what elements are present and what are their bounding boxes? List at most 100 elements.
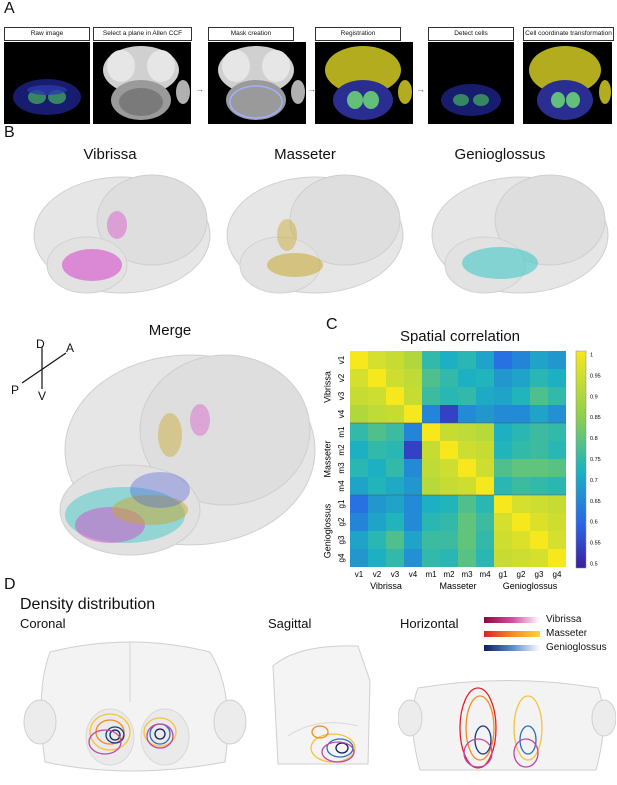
heatmap-cell-m4-v2 bbox=[368, 477, 386, 495]
heatmap-cell-m4-g2 bbox=[512, 477, 530, 495]
heatmap-cell-g2-v3 bbox=[386, 513, 404, 531]
orientation-v: V bbox=[38, 389, 47, 403]
heatmap-cell-v2-m1 bbox=[422, 369, 440, 387]
title-genioglossus: Genioglossus bbox=[454, 146, 546, 163]
heatmap-col-label: m3 bbox=[461, 570, 473, 579]
heatmap-cell-m3-m4 bbox=[476, 459, 494, 477]
view-horizontal: Horizontal bbox=[400, 616, 459, 631]
heatmap-cell-m3-g1 bbox=[494, 459, 512, 477]
heatmap-cell-g1-g3 bbox=[530, 495, 548, 513]
raw-image-thumbnail bbox=[4, 42, 90, 124]
heatmap-cell-g3-m3 bbox=[458, 531, 476, 549]
heatmap-row-label: m4 bbox=[337, 480, 346, 492]
heatmap-row-label: m1 bbox=[337, 426, 346, 438]
heatmap-cell-m2-m1 bbox=[422, 441, 440, 459]
legend-genioglossus: Genioglossus bbox=[546, 642, 607, 653]
heatmap-cell-g2-m3 bbox=[458, 513, 476, 531]
heatmap-cell-v4-m2 bbox=[440, 405, 458, 423]
heatmap-cell-g4-g4 bbox=[548, 549, 566, 567]
heatmap-cell-g2-v1 bbox=[350, 513, 368, 531]
heatmap-cell-m3-g3 bbox=[530, 459, 548, 477]
heatmap-cell-g2-m1 bbox=[422, 513, 440, 531]
heatmap-cell-g2-g4 bbox=[548, 513, 566, 531]
panel-c-letter: C bbox=[326, 316, 338, 333]
heatmap-cell-m2-m4 bbox=[476, 441, 494, 459]
heatmap-col-label: m4 bbox=[479, 570, 491, 579]
colorbar-tick-label: 0.85 bbox=[590, 415, 601, 421]
heatmap-row-group-label: Genioglossus bbox=[322, 503, 332, 558]
heatmap-cell-g3-g3 bbox=[530, 531, 548, 549]
heatmap-cell-v2-v1 bbox=[350, 369, 368, 387]
heatmap-cell-v3-g2 bbox=[512, 387, 530, 405]
heatmap-cell-m4-m2 bbox=[440, 477, 458, 495]
heatmap-cell-g2-m4 bbox=[476, 513, 494, 531]
heatmap-cell-g4-v4 bbox=[404, 549, 422, 567]
heatmap-cell-m2-g3 bbox=[530, 441, 548, 459]
heatmap-cell-v2-v3 bbox=[386, 369, 404, 387]
allen-ccf-thumbnail bbox=[93, 42, 191, 124]
heatmap-cell-v4-v3 bbox=[386, 405, 404, 423]
heatmap-cell-v3-v2 bbox=[368, 387, 386, 405]
heatmap-cell-m1-v1 bbox=[350, 423, 368, 441]
heatmap-cell-v2-v2 bbox=[368, 369, 386, 387]
heatmap-cell-v3-g4 bbox=[548, 387, 566, 405]
heatmap-cell-v3-g3 bbox=[530, 387, 548, 405]
heatmap-cell-m1-m1 bbox=[422, 423, 440, 441]
title-masseter: Masseter bbox=[274, 146, 336, 163]
heatmap-col-label: v4 bbox=[409, 570, 418, 579]
heatmap-cell-g3-g4 bbox=[548, 531, 566, 549]
legend-masseter: Masseter bbox=[546, 628, 588, 639]
heatmap-row-label: g3 bbox=[337, 535, 346, 544]
heatmap-cell-g2-g3 bbox=[530, 513, 548, 531]
heatmap-cell-m1-g2 bbox=[512, 423, 530, 441]
arrow-2: → bbox=[307, 84, 316, 94]
brain-merge bbox=[59, 354, 316, 556]
heatmap-cell-g4-g2 bbox=[512, 549, 530, 567]
heatmap-cell-v1-v2 bbox=[368, 351, 386, 369]
heatmap-cell-m3-v4 bbox=[404, 459, 422, 477]
density-coronal bbox=[23, 641, 247, 772]
heatmap-cell-m1-g1 bbox=[494, 423, 512, 441]
heatmap-cell-v2-v4 bbox=[404, 369, 422, 387]
heatmap-title: Spatial correlation bbox=[399, 328, 521, 345]
panel-b-letter: B bbox=[4, 124, 15, 141]
colorbar-tick-label: 0.95 bbox=[590, 373, 601, 379]
heatmap-cell-v3-v4 bbox=[404, 387, 422, 405]
heatmap-cell-v4-g4 bbox=[548, 405, 566, 423]
heatmap-cell-g3-g2 bbox=[512, 531, 530, 549]
step-label-select-plane: Select a plane in Allen CCF bbox=[93, 27, 192, 41]
brain-genioglossus bbox=[431, 174, 609, 294]
heatmap-cell-m1-m2 bbox=[440, 423, 458, 441]
colorbar-tick-label: 0.5 bbox=[590, 561, 598, 567]
heatmap-cell-v1-m2 bbox=[440, 351, 458, 369]
heatmap-cell-g1-m3 bbox=[458, 495, 476, 513]
heatmap-cell-g1-g4 bbox=[548, 495, 566, 513]
heatmap-col-label: g4 bbox=[553, 570, 562, 579]
density-legend bbox=[484, 617, 540, 651]
orientation-d: D bbox=[36, 337, 45, 351]
heatmap-cell-g1-m2 bbox=[440, 495, 458, 513]
heatmap-col-label: v3 bbox=[391, 570, 400, 579]
colorbar-tick-label: 0.55 bbox=[590, 541, 601, 547]
heatmap-cell-m4-v4 bbox=[404, 477, 422, 495]
heatmap-cell-g3-v2 bbox=[368, 531, 386, 549]
title-merge: Merge bbox=[148, 322, 192, 339]
heatmap-cell-v1-v1 bbox=[350, 351, 368, 369]
heatmap-cell-g2-g1 bbox=[494, 513, 512, 531]
detect-cells-thumbnail bbox=[428, 42, 514, 124]
heatmap-cell-v1-g3 bbox=[530, 351, 548, 369]
heatmap-cell-m2-g2 bbox=[512, 441, 530, 459]
heatmap-cell-m1-g3 bbox=[530, 423, 548, 441]
heatmap-cell-m3-m2 bbox=[440, 459, 458, 477]
heatmap-cell-v2-m3 bbox=[458, 369, 476, 387]
colorbar-tick-label: 0.8 bbox=[590, 436, 598, 442]
heatmap-cell-g1-v1 bbox=[350, 495, 368, 513]
heatmap-cell-m2-v4 bbox=[404, 441, 422, 459]
heatmap-col-label: g1 bbox=[499, 570, 508, 579]
heatmap-cell-g3-v3 bbox=[386, 531, 404, 549]
heatmap-row-label: v1 bbox=[337, 355, 346, 364]
title-vibrissa: Vibrissa bbox=[83, 146, 137, 163]
heatmap-cell-v1-v3 bbox=[386, 351, 404, 369]
legend-vibrissa: Vibrissa bbox=[546, 614, 582, 625]
heatmap-cell-m4-v3 bbox=[386, 477, 404, 495]
